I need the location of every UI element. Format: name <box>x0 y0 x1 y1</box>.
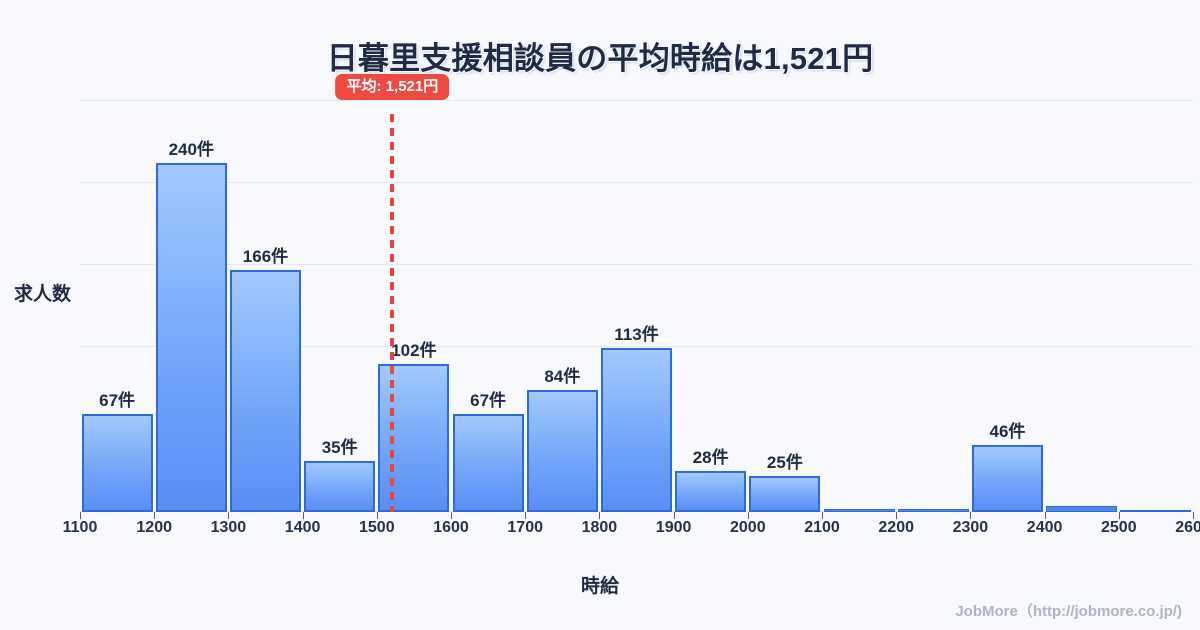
bar-value-label: 113件 <box>614 324 659 344</box>
x-axis-tick <box>896 512 898 519</box>
x-axis-tick <box>822 512 823 519</box>
x-axis-tick <box>154 512 156 519</box>
bar-value-label: 28件 <box>692 448 729 468</box>
x-axis-tick-label: 1700 <box>507 519 543 536</box>
histogram-bar[interactable]: 25件 <box>749 453 821 512</box>
bar-value-label: 166件 <box>242 247 289 267</box>
bar-value-label: 46件 <box>989 422 1026 442</box>
x-axis-tick <box>599 512 601 519</box>
x-axis-tick-label: 2300 <box>952 519 989 536</box>
gridline <box>80 182 1193 183</box>
bar-value-label: 102件 <box>391 340 437 360</box>
y-axis-title: 求人数 <box>14 284 72 305</box>
bar-value-label: 67件 <box>99 391 136 411</box>
histogram-bar[interactable]: 166件 <box>229 247 302 512</box>
histogram-bar[interactable]: 240件 <box>155 140 227 512</box>
x-axis-tick <box>451 512 452 519</box>
histogram-bar[interactable]: 84件 <box>526 367 598 512</box>
x-axis-tick-label: 1400 <box>284 519 321 536</box>
histogram-bar[interactable]: 113件 <box>600 325 673 512</box>
gridline <box>80 346 1193 347</box>
x-axis-tick <box>1118 512 1120 519</box>
x-axis-tick-label: 1200 <box>136 519 172 536</box>
page-title: 日暮里支援相談員の平均時給は1,521円 <box>326 41 874 76</box>
x-axis-tick-label: 2400 <box>1026 519 1063 536</box>
mean-line: 平均: 1,521円 <box>335 74 450 512</box>
x-axis-tick-label: 2000 <box>730 519 766 536</box>
histogram-bar[interactable] <box>1046 506 1118 512</box>
x-axis-tick <box>970 512 972 519</box>
x-axis-tick-label: 2500 <box>1101 519 1137 536</box>
plot-area: 67件 240件 166件 35件 102件 67件 84件 113件 28件 25件 46件 平均:… <box>80 74 1194 519</box>
gridline <box>80 100 1193 101</box>
mean-badge: 平均: 1,521円 <box>335 74 450 100</box>
histogram-bar[interactable] <box>1120 510 1192 512</box>
x-axis-tick-label: 2100 <box>804 519 840 536</box>
histogram-bar[interactable]: 102件 <box>378 341 450 512</box>
x-axis-tick <box>673 512 675 519</box>
x-axis-tick-label: 2200 <box>878 519 914 536</box>
histogram-bar[interactable] <box>823 509 895 512</box>
bar-value-label: 35件 <box>321 438 358 458</box>
bar-value-label: 67件 <box>470 391 507 411</box>
x-axis-tick-label: 1300 <box>210 519 247 536</box>
footer-credit: JobMore（http://jobmore.co.jp/) <box>955 603 1182 620</box>
bar-value-label: 240件 <box>168 139 214 159</box>
histogram-bar[interactable]: 67件 <box>452 391 524 512</box>
histogram-bar[interactable]: 67件 <box>81 391 153 512</box>
histogram-bar[interactable]: 46件 <box>971 422 1044 512</box>
x-axis-tick-label: 1800 <box>581 519 618 536</box>
x-axis-tick-label: 1600 <box>433 519 469 536</box>
histogram-bar[interactable] <box>897 509 969 512</box>
x-axis-tick <box>302 512 304 519</box>
histogram-bar[interactable]: 28件 <box>675 448 747 512</box>
x-axis-tick <box>80 512 81 519</box>
x-axis-tick <box>747 512 749 519</box>
bar-value-label: 25件 <box>766 452 803 472</box>
x-axis-tick-label: 1100 <box>62 519 98 536</box>
x-axis-tick <box>376 512 378 519</box>
x-axis-tick-label: 2600 <box>1175 519 1200 536</box>
x-axis-title: 時給 <box>580 576 619 597</box>
gridline <box>80 264 1193 265</box>
x-axis-tick-label: 1900 <box>655 519 692 536</box>
x-axis-tick <box>228 512 230 519</box>
x-axis-tick <box>1193 512 1194 519</box>
x-axis-tick <box>1044 512 1046 519</box>
x-axis-tick <box>525 512 527 519</box>
bar-value-label: 84件 <box>544 366 581 386</box>
histogram-bar[interactable]: 35件 <box>304 438 376 512</box>
x-axis-tick-label: 1500 <box>359 519 395 536</box>
